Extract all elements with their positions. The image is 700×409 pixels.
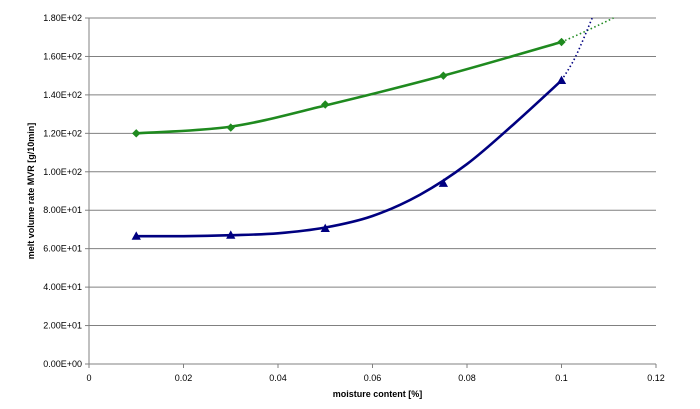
x-tick-label: 0.06 [364,373,382,383]
y-tick-label: 1.40E+02 [43,90,82,100]
series [131,17,614,240]
y-tick-label: 4.00E+01 [43,282,82,292]
x-axis-title: moisture content [%] [333,389,423,399]
y-tick-label: 8.00E+01 [43,205,82,215]
gridlines [89,17,656,327]
data-point-diamond [321,100,330,109]
y-tick-label: 2.00E+01 [43,321,82,331]
y-tick-label: 6.00E+01 [43,244,82,254]
data-point-diamond [439,71,448,80]
x-tick-label: 0.02 [175,373,193,383]
y-tick-label: 0.00E+00 [43,359,82,369]
data-point-diamond [226,123,235,132]
trend-line [134,40,563,135]
y-tick-label: 1.00E+02 [43,167,82,177]
data-point-diamond [557,37,566,47]
y-tick-label: 1.80E+02 [43,13,82,23]
y-tick-label: 1.60E+02 [43,51,82,61]
x-tick-label: 0.04 [269,373,287,383]
x-tick-label: 0.12 [647,373,665,383]
tick-labels: 0.00E+00 2.00E+01 4.00E+01 6.00E+01 8.00E+01… [43,13,665,383]
data-point-triangle [320,223,330,233]
series-triangle [131,17,593,240]
axes [88,18,656,365]
data-point-triangle [226,230,236,239]
y-axis-title: melt volume rate MVR [g/10min] [26,123,36,260]
trend-line [134,79,563,238]
data-point-triangle [556,75,567,85]
x-tick-label: 0.08 [458,373,476,383]
data-point-diamond [132,129,141,138]
x-tick-label: 0 [86,373,91,383]
data-point-triangle [438,178,449,187]
x-tick-label: 0.1 [555,373,568,383]
trend-extrapolation-line [560,17,593,81]
y-tick-label: 1.20E+02 [43,128,82,138]
series-diamond [132,17,614,138]
data-point-triangle [131,231,141,240]
